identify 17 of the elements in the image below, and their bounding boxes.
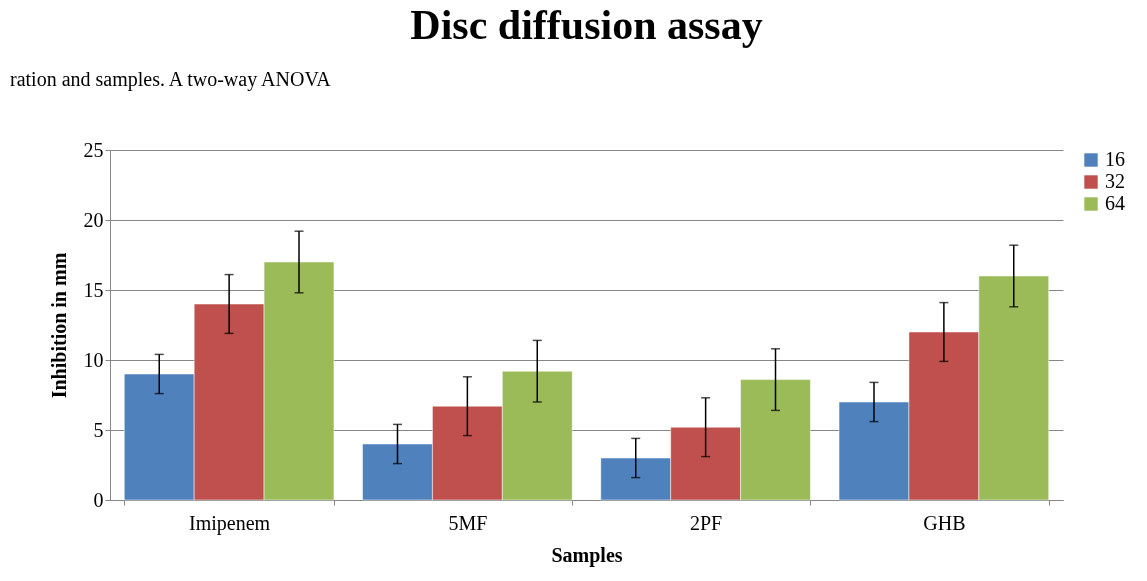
y-axis-title: Inhibition in mm [47,252,70,399]
legend-label: 32 [1105,170,1125,192]
legend-label: 64 [1105,192,1125,214]
text: ration and samples. A two-way ANOVA [10,68,332,91]
x-axis-title: Samples [551,543,623,567]
x-tick-label: GHB [923,511,966,534]
y-tick-label: 20 [83,208,104,231]
x-tick-label: Imipenem [189,511,271,535]
x-tick-label: 5MF [448,511,488,534]
y-tick-label: 10 [83,348,104,371]
x-tick-label: 2PF [690,511,723,534]
y-tick-label: 15 [83,278,104,301]
legend-label: 16 [1105,148,1125,170]
y-tick-label: 5 [93,418,104,441]
y-tick-label: 25 [83,138,104,161]
y-tick-label: 0 [93,488,104,511]
chart-title: Disc diffusion assay [410,2,763,48]
